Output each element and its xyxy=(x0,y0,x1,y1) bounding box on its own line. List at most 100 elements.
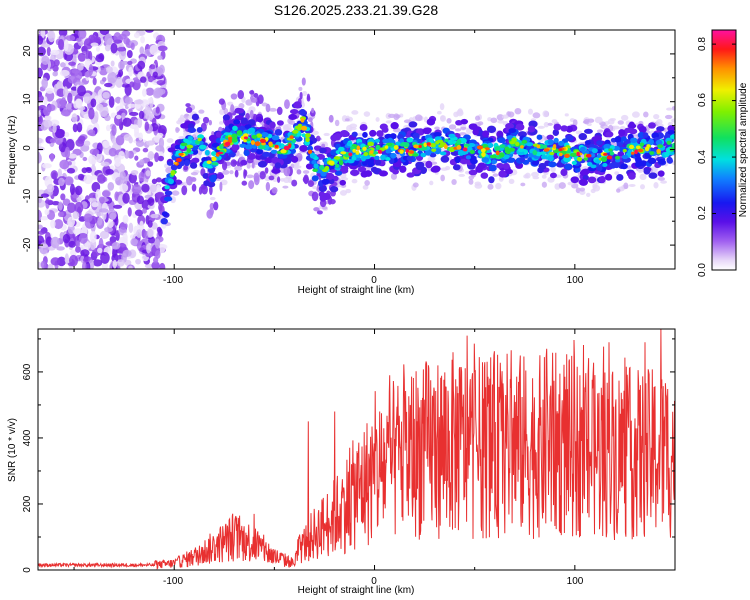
halo-blob xyxy=(253,158,260,166)
noise-blob xyxy=(50,257,61,266)
ridge-blob xyxy=(244,124,252,129)
ridge-blob xyxy=(357,166,367,173)
ridge-blob xyxy=(261,131,269,138)
ridge-blob xyxy=(385,148,392,154)
noise-blob xyxy=(78,232,88,244)
ridge-blob xyxy=(186,147,192,154)
ridge-blob xyxy=(245,144,253,150)
halo-blob xyxy=(387,113,396,119)
halo-blob xyxy=(390,173,398,180)
spectrogram-panel: -100 0 100 -20 -10 0 10 20 Height of str… xyxy=(7,29,676,296)
scatter-blob xyxy=(209,202,215,210)
noise-blob xyxy=(72,123,78,133)
ridge-blob xyxy=(548,161,557,168)
ridge-blob xyxy=(311,175,319,182)
ridge-blob xyxy=(609,151,615,156)
ridge-blob xyxy=(642,132,649,138)
ridge-blob xyxy=(242,129,249,135)
ridge-blob xyxy=(547,140,554,145)
noise-blob xyxy=(38,224,43,230)
ridge-blob xyxy=(648,172,658,179)
halo-blob xyxy=(541,181,547,188)
ridge-blob xyxy=(164,190,173,196)
ridge-blob xyxy=(230,137,238,143)
ridge-blob xyxy=(321,178,330,185)
scatter-blob xyxy=(306,95,311,102)
ridge-blob xyxy=(347,159,355,164)
ridge-blob xyxy=(270,149,278,154)
halo-blob xyxy=(219,109,225,115)
noise-blob xyxy=(108,96,115,108)
ridge-blob xyxy=(618,129,626,136)
ridge-blob xyxy=(525,142,534,147)
spectrogram-ylabel: Frequency (Hz) xyxy=(7,116,18,185)
scatter-blob xyxy=(219,181,223,192)
halo-blob xyxy=(458,173,466,177)
noise-blob xyxy=(69,183,75,196)
halo-blob xyxy=(294,161,300,167)
ridge-blob xyxy=(297,123,303,128)
noise-blob xyxy=(49,153,55,162)
snr-xtick-label: 0 xyxy=(371,576,377,587)
noise-blob xyxy=(111,241,121,250)
noise-blob xyxy=(40,260,47,269)
noise-blob xyxy=(82,261,87,269)
noise-blob xyxy=(107,182,115,191)
noise-blob xyxy=(145,30,154,33)
halo-blob xyxy=(234,165,243,171)
ridge-blob xyxy=(412,153,419,157)
ridge-blob xyxy=(616,141,623,147)
ridge-blob xyxy=(586,156,592,163)
ridge-blob xyxy=(280,153,288,159)
halo-blob xyxy=(671,106,675,111)
ridge-blob xyxy=(356,145,361,151)
noise-blob xyxy=(112,259,117,269)
ridge-blob xyxy=(175,157,182,163)
ridge-blob xyxy=(188,136,194,141)
ridge-blob xyxy=(578,133,588,141)
ridge-blob xyxy=(558,140,565,147)
halo-blob xyxy=(434,126,440,130)
ridge-blob xyxy=(384,145,389,149)
ridge-blob xyxy=(499,144,506,149)
ridge-blob xyxy=(570,152,578,157)
ridge-blob xyxy=(387,137,393,143)
noise-blob xyxy=(141,183,150,193)
ridge-blob xyxy=(328,160,335,165)
ridge-blob xyxy=(339,179,347,186)
scatter-blob xyxy=(234,169,239,178)
ridge-blob xyxy=(305,137,310,143)
scatter-blob xyxy=(328,114,334,123)
noise-blob xyxy=(140,35,145,44)
noise-blob xyxy=(136,229,142,238)
ridge-blob xyxy=(509,140,516,145)
ridge-blob xyxy=(283,145,290,151)
halo-blob xyxy=(218,121,224,125)
ridge-blob xyxy=(468,142,476,148)
ridge-blob xyxy=(360,171,369,178)
ridge-blob xyxy=(163,196,173,202)
ridge-blob xyxy=(549,172,557,179)
noise-blob xyxy=(53,59,60,67)
noise-blob xyxy=(88,197,98,203)
ridge-blob xyxy=(217,151,224,155)
halo-blob xyxy=(532,112,541,119)
ridge-blob xyxy=(420,152,427,158)
ridge-blob xyxy=(186,144,194,149)
noise-blob xyxy=(45,236,53,247)
ridge-blob xyxy=(231,144,240,151)
noise-blob xyxy=(155,177,162,183)
halo-blob xyxy=(363,111,371,117)
noise-blob xyxy=(97,247,103,254)
snr-panel: -100 0 100 0 200 400 600 Height of strai… xyxy=(7,328,676,596)
noise-blob xyxy=(58,201,63,211)
noise-blob xyxy=(110,60,115,67)
noise-blob xyxy=(90,42,99,47)
ridge-blob xyxy=(620,136,627,142)
ridge-blob xyxy=(666,140,672,145)
ridge-blob xyxy=(390,122,399,130)
halo-blob xyxy=(340,177,349,181)
noise-blob xyxy=(149,64,156,70)
ridge-blob xyxy=(367,160,375,168)
noise-blob xyxy=(138,110,145,120)
